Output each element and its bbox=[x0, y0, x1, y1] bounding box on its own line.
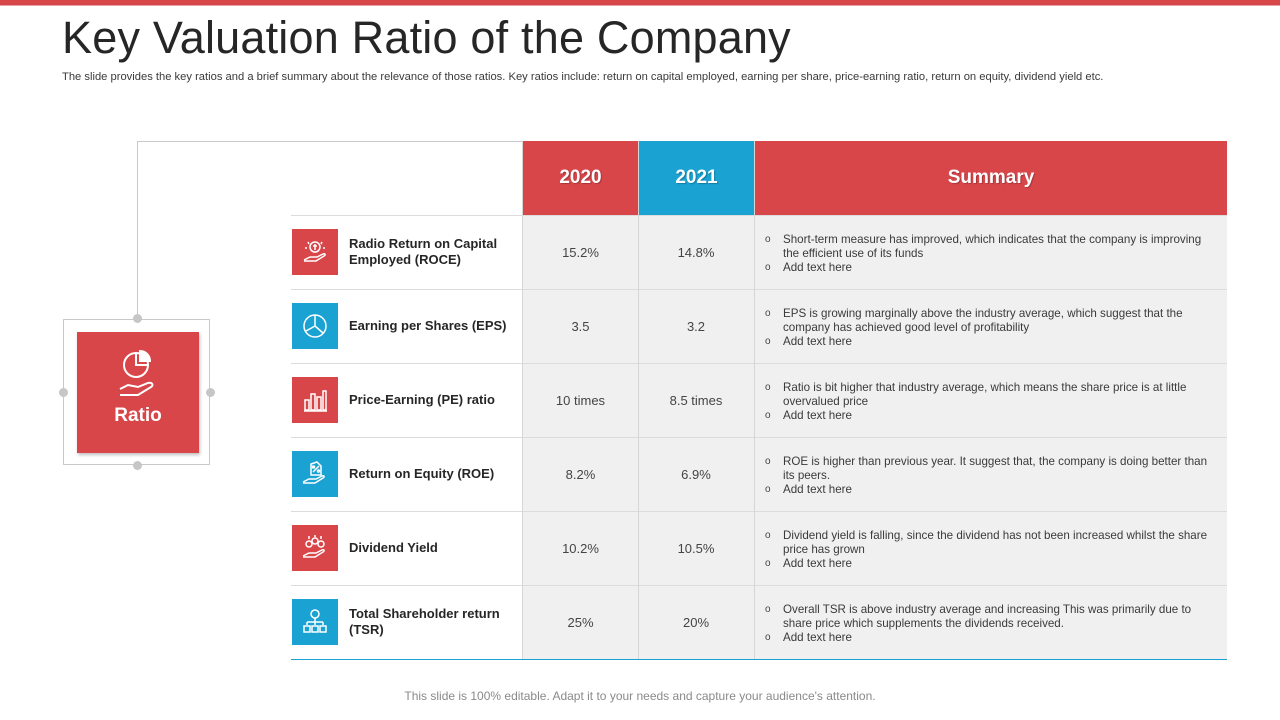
ratio-card: Ratio bbox=[77, 332, 199, 453]
table-row: Price-Earning (PE) ratio 10 times 8.5 ti… bbox=[291, 363, 1227, 437]
table-row: Radio Return on Capital Employed (ROCE) … bbox=[291, 215, 1227, 289]
summary-bullet: Add text here bbox=[765, 557, 1220, 571]
connector-line bbox=[137, 141, 524, 320]
summary-bullet: Ratio is bit higher that industry averag… bbox=[765, 381, 1220, 409]
value-2021: 8.5 times bbox=[669, 392, 723, 408]
table-bottom-rule bbox=[291, 659, 1227, 660]
value-2021: 14.8% bbox=[677, 244, 715, 260]
summary-cell: Overall TSR is above industry average an… bbox=[765, 603, 1220, 645]
value-2021: 10.5% bbox=[677, 540, 715, 556]
row-label: Radio Return on Capital Employed (ROCE) bbox=[349, 236, 498, 267]
row-label: Return on Equity (ROE) bbox=[349, 466, 495, 481]
ratio-label: Ratio bbox=[114, 405, 162, 426]
table-row: Total Shareholder return (TSR) 25% 20% O… bbox=[291, 585, 1227, 659]
header-2020: 2020 bbox=[523, 141, 638, 215]
value-2021: 6.9% bbox=[681, 466, 711, 482]
value-2020: 15.2% bbox=[562, 244, 599, 260]
pie-chart-icon bbox=[292, 303, 338, 349]
pie-hand-icon bbox=[119, 349, 154, 396]
row-label: Total Shareholder return (TSR) bbox=[349, 606, 500, 637]
summary-bullet: Add text here bbox=[765, 483, 1220, 497]
column-divider bbox=[638, 141, 639, 659]
top-accent-line bbox=[0, 5, 1280, 6]
page-subtitle: The slide provides the key ratios and a … bbox=[62, 71, 1104, 83]
summary-cell: Dividend yield is falling, since the div… bbox=[765, 529, 1220, 571]
bar-chart-icon bbox=[292, 377, 338, 423]
header-2021: 2021 bbox=[639, 141, 754, 215]
summary-bullet: Add text here bbox=[765, 261, 1220, 275]
column-divider bbox=[522, 141, 523, 659]
value-2020: 8.2% bbox=[565, 466, 596, 482]
summary-bullet: Overall TSR is above industry average an… bbox=[765, 603, 1220, 631]
row-label: Dividend Yield bbox=[349, 540, 438, 555]
percent-hand-icon bbox=[292, 451, 338, 497]
summary-bullet: Dividend yield is falling, since the div… bbox=[765, 529, 1220, 557]
summary-cell: Short-term measure has improved, which i… bbox=[765, 233, 1220, 275]
capital-icon bbox=[292, 229, 338, 275]
summary-bullet: Add text here bbox=[765, 631, 1220, 645]
footer-note: This slide is 100% editable. Adapt it to… bbox=[404, 689, 876, 703]
value-2021: 3.2 bbox=[686, 318, 706, 334]
column-divider bbox=[754, 141, 755, 659]
frame-handle-top[interactable] bbox=[133, 314, 142, 323]
top-accent-bar bbox=[0, 0, 1280, 5]
value-2020: 3.5 bbox=[571, 318, 590, 334]
summary-bullet: Add text here bbox=[765, 335, 1220, 349]
summary-cell: EPS is growing marginally above the indu… bbox=[765, 307, 1220, 349]
value-2020: 10.2% bbox=[562, 540, 599, 556]
summary-bullet: Add text here bbox=[765, 409, 1220, 423]
value-2020: 25% bbox=[567, 614, 594, 630]
summary-bullet: ROE is higher than previous year. It sug… bbox=[765, 455, 1220, 483]
coins-hand-icon bbox=[292, 525, 338, 571]
value-2020: 10 times bbox=[555, 392, 606, 408]
shareholders-icon bbox=[292, 599, 338, 645]
summary-cell: ROE is higher than previous year. It sug… bbox=[765, 455, 1220, 497]
page-title: Key Valuation Ratio of the Company bbox=[62, 12, 791, 63]
table-row: Earning per Shares (EPS) 3.5 3.2 EPS is … bbox=[291, 289, 1227, 363]
frame-handle-left[interactable] bbox=[59, 388, 68, 397]
frame-handle-bottom[interactable] bbox=[133, 461, 142, 470]
frame-handle-right[interactable] bbox=[206, 388, 215, 397]
header-summary: Summary bbox=[755, 141, 1227, 215]
table-row: Dividend Yield 10.2% 10.5% Dividend yiel… bbox=[291, 511, 1227, 585]
value-2021: 20% bbox=[682, 614, 710, 630]
table-row: Return on Equity (ROE) 8.2% 6.9% ROE is … bbox=[291, 437, 1227, 511]
summary-bullet: Short-term measure has improved, which i… bbox=[765, 233, 1220, 261]
row-label: Earning per Shares (EPS) bbox=[349, 318, 507, 333]
summary-bullet: EPS is growing marginally above the indu… bbox=[765, 307, 1220, 335]
row-label: Price-Earning (PE) ratio bbox=[349, 392, 495, 407]
summary-cell: Ratio is bit higher that industry averag… bbox=[765, 381, 1220, 423]
